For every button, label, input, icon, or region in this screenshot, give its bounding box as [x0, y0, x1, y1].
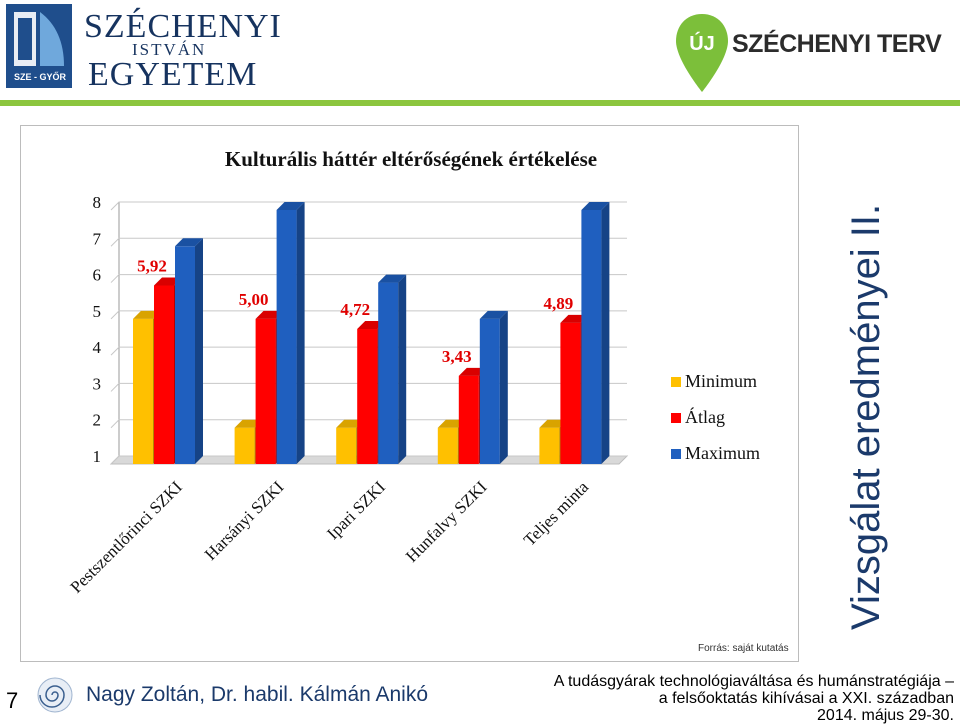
x-tick-label: Hunfalvy SZKI: [402, 477, 491, 566]
data-label: 4,72: [340, 300, 370, 319]
bar: [175, 246, 195, 464]
y-tick-label: 4: [93, 338, 102, 357]
gridline: [110, 237, 627, 247]
bar: [479, 318, 500, 464]
slide-title: Vizsgálat eredményei II.: [844, 203, 888, 630]
legend-swatch: [671, 449, 681, 459]
gridline: [110, 274, 627, 283]
legend-label: Maximum: [685, 443, 760, 463]
program-logo-name: SZÉCHENYI TERV: [732, 30, 942, 58]
bar-chart: Kulturális háttér eltérőségének értékelé…: [67, 147, 760, 597]
page-number: 7: [6, 688, 19, 713]
data-label: 3,43: [442, 347, 472, 366]
bar: [154, 285, 174, 464]
x-tick-label: Teljes minta: [520, 477, 593, 550]
program-logo: ÚJ SZÉCHENYI TERV: [672, 8, 960, 100]
data-label: 4,89: [544, 294, 574, 313]
bar: [357, 329, 378, 464]
bar-top: [175, 238, 203, 247]
bar-side: [195, 238, 203, 464]
gridline: [110, 382, 627, 392]
spiral-icon: [37, 677, 73, 713]
bar: [539, 427, 560, 464]
gridline: [110, 346, 627, 356]
x-tick-label: Pestszentlőrinci SZKI: [67, 477, 187, 597]
data-label: 5,92: [137, 256, 167, 275]
legend-swatch: [671, 377, 681, 387]
gridline: [110, 201, 627, 211]
y-tick-label: 1: [93, 447, 102, 466]
bar: [336, 427, 357, 464]
bar: [234, 427, 255, 464]
footer-line-2: a felsőoktatás kihívásai a XXI. századba…: [658, 690, 954, 707]
y-tick-label: 6: [93, 266, 102, 285]
legend-label: Minimum: [685, 371, 757, 391]
data-label: 5,00: [239, 290, 269, 309]
source-note: Forrás: saját kutatás: [698, 643, 789, 654]
university-badge: SZE - GYŐR: [13, 72, 66, 82]
header-divider: [0, 100, 960, 106]
bar-top: [479, 310, 508, 319]
x-tick-label: Ipari SZKI: [323, 477, 389, 543]
bar: [255, 318, 276, 464]
y-tick-label: 2: [93, 411, 102, 430]
y-tick-label: 5: [93, 302, 102, 321]
bar-top: [276, 202, 305, 210]
university-name-line1: SZÉCHENYI: [84, 8, 282, 45]
y-tick-label: 3: [93, 374, 102, 393]
bar-side: [296, 202, 305, 464]
footer-line-1: A tudásgyárak technológiaváltása és humá…: [553, 673, 954, 690]
chart-frame: Kulturális háttér eltérőségének értékelé…: [20, 125, 799, 662]
bar: [581, 210, 602, 464]
emblem-icon: [6, 4, 72, 88]
x-tick-label: Harsányi SZKI: [201, 477, 288, 564]
bar-side: [398, 274, 407, 464]
bar: [437, 427, 458, 464]
bar-top: [581, 202, 610, 210]
footer-line-3: 2014. május 29-30.: [817, 707, 954, 724]
university-logo: SZE - GYŐR SZÉCHENYI ISTVÁN EGYETEM: [6, 4, 306, 93]
author-names: Nagy Zoltán, Dr. habil. Kálmán Anikó: [86, 683, 429, 706]
bar-top: [378, 274, 407, 283]
chart-title: Kulturális háttér eltérőségének értékelé…: [225, 147, 597, 171]
bar: [560, 322, 581, 464]
gridline: [110, 310, 627, 320]
bar-side: [499, 310, 508, 464]
bar-side: [601, 202, 610, 464]
map-pin-icon: ÚJ: [676, 14, 728, 92]
legend-swatch: [671, 413, 681, 423]
bar: [133, 318, 153, 464]
y-tick-label: 7: [93, 229, 102, 248]
university-emblem: SZE - GYŐR: [6, 4, 72, 88]
legend-label: Átlag: [685, 406, 725, 427]
university-name-line2: ISTVÁN: [132, 40, 207, 59]
bar: [458, 375, 479, 464]
bar: [378, 282, 399, 464]
y-tick-label: 8: [93, 193, 102, 212]
program-logo-uj: ÚJ: [689, 31, 715, 55]
bar: [276, 210, 297, 464]
university-name-line3: EGYETEM: [88, 56, 258, 93]
gridline: [110, 419, 627, 429]
